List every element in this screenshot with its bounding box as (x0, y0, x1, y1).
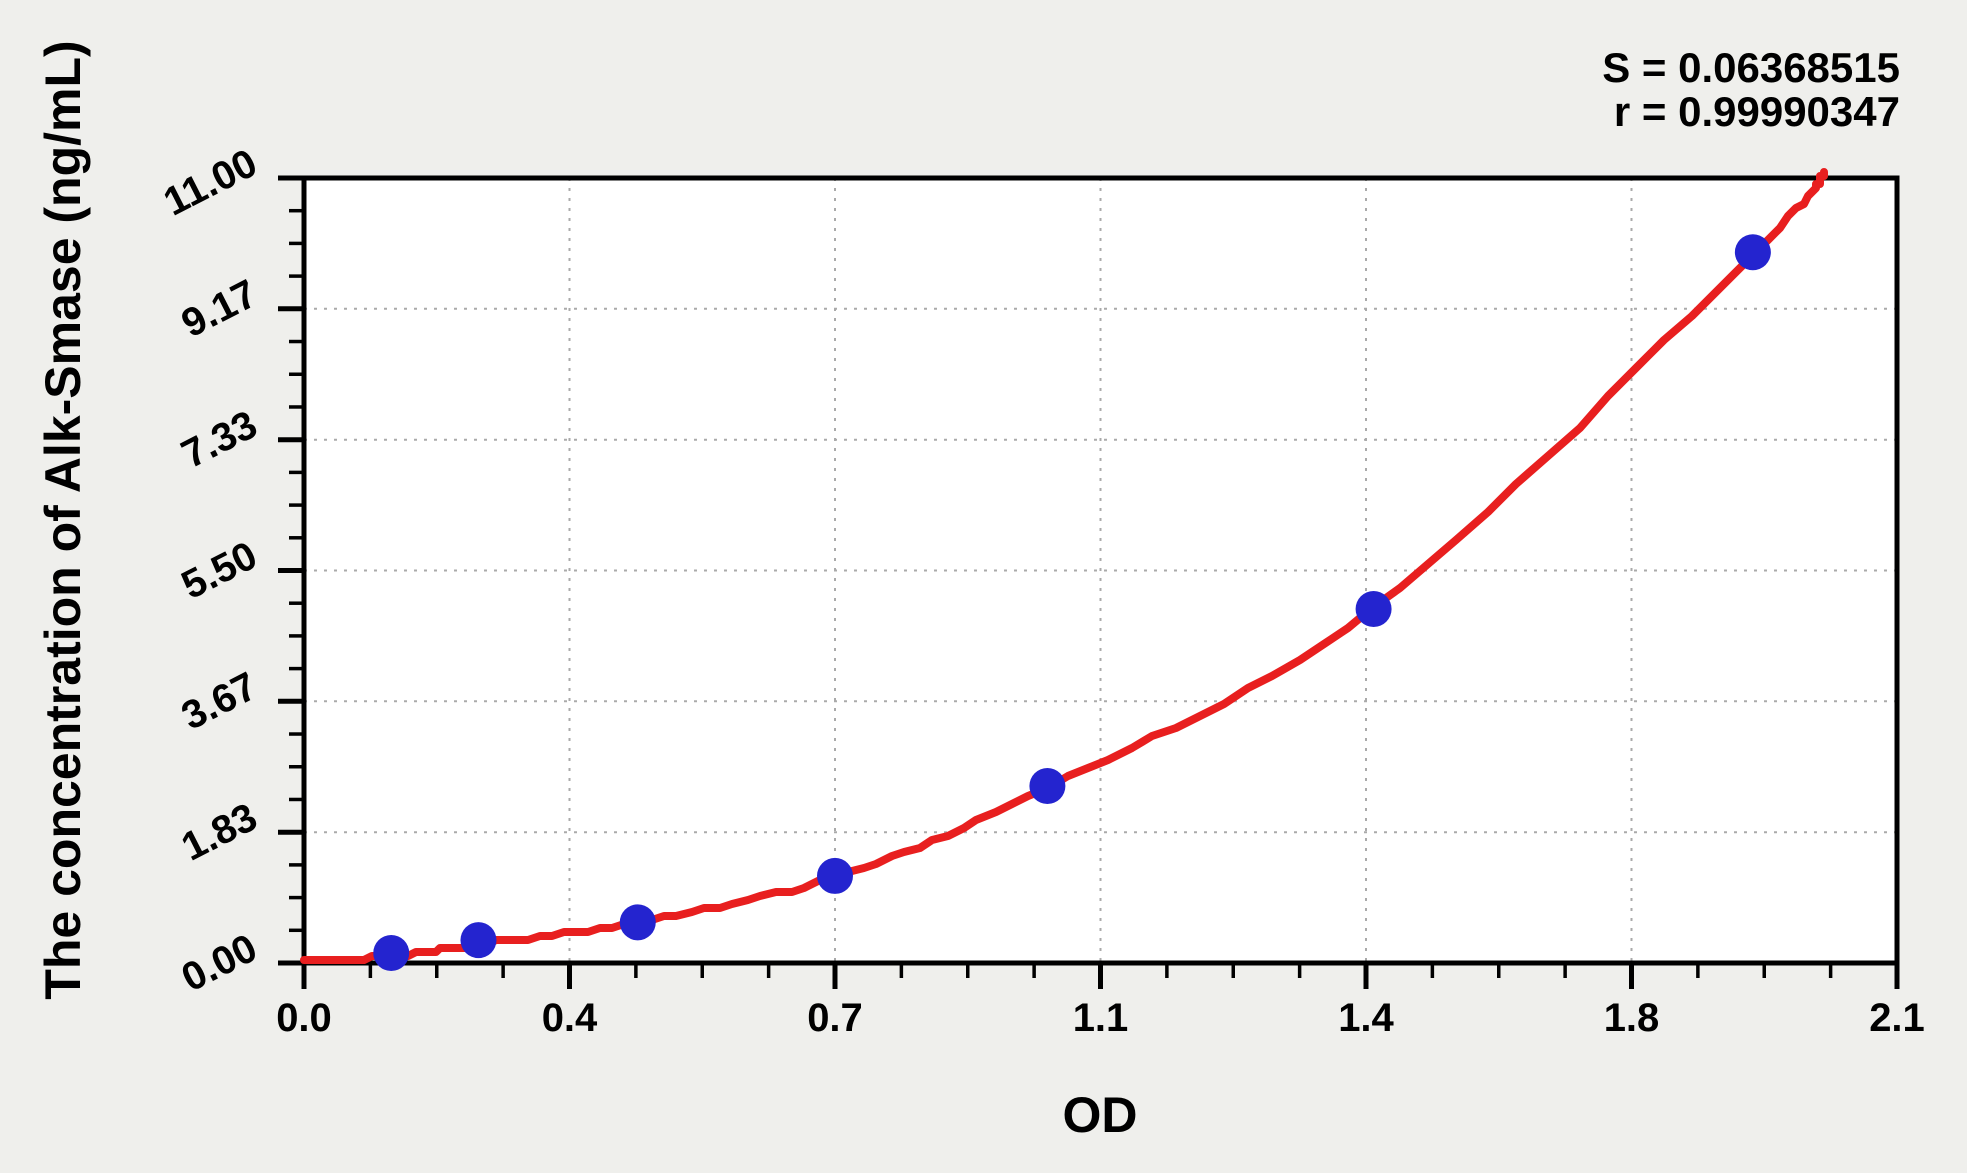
y-tick-label: 11.00 (157, 141, 264, 225)
y-tick-label: 9.17 (175, 272, 264, 347)
y-tick-label: 0.00 (175, 926, 264, 1001)
y-tick-label: 1.83 (175, 795, 264, 870)
y-tick-label: 3.67 (175, 664, 264, 739)
plot-layer: 0.0 0.4 0.7 1.1 1.4 1.8 2.1 0.00 1.83 3.67 5.50 7.3… (157, 141, 1925, 1040)
data-point (1734, 234, 1771, 271)
x-axis-title: OD (1063, 1087, 1138, 1143)
stat-r-value: r = 0.99990347 (1614, 88, 1900, 135)
stat-s-value: S = 0.06368515 (1602, 44, 1900, 91)
x-tick-label: 1.1 (1073, 996, 1129, 1040)
data-point (373, 935, 410, 972)
y-axis-title: The concentration of Alk-Smase (ng/mL) (35, 40, 91, 999)
x-tick-label: 0.4 (542, 996, 598, 1040)
x-tick-label: 2.1 (1869, 996, 1925, 1040)
x-tick-label: 1.4 (1338, 996, 1394, 1040)
x-tick-label: 1.8 (1604, 996, 1660, 1040)
y-tick-label: 7.33 (175, 403, 264, 478)
x-tick-label: 0.7 (807, 996, 863, 1040)
x-tick-label: 0.0 (276, 996, 332, 1040)
data-point (1355, 591, 1392, 628)
data-point (460, 922, 497, 959)
y-tick-label: 5.50 (175, 533, 264, 608)
data-point (619, 904, 656, 941)
data-point (1029, 768, 1066, 805)
data-point (817, 857, 853, 894)
